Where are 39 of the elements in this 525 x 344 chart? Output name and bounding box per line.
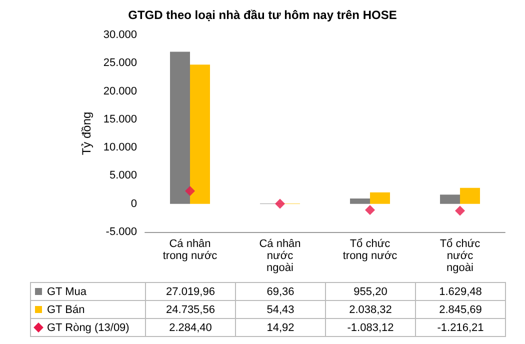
data-label: 54,43 — [236, 300, 326, 318]
y-axis-title: Tỷ đồng — [79, 112, 94, 156]
y-tick-label: -5.000 — [106, 226, 137, 238]
chart-title: GTGD theo loại nhà đầu tư hôm nay trên HOSE — [128, 8, 397, 22]
legend-label: GT Ròng (13/09) — [30, 318, 146, 336]
y-tick-label: 20.000 — [103, 85, 137, 98]
bar — [170, 52, 190, 204]
point — [365, 204, 375, 215]
y-tick-label: 25.000 — [103, 57, 137, 70]
bar — [190, 64, 210, 204]
x-tick-label: Cá nhân nước ngoài — [259, 238, 301, 274]
data-label: 2.284,40 — [146, 318, 236, 336]
bar — [460, 188, 480, 204]
data-label: 24.735,56 — [146, 300, 236, 318]
bar — [370, 192, 390, 204]
bar — [350, 198, 370, 204]
bar — [440, 194, 460, 204]
data-label: 1.629,48 — [416, 282, 506, 300]
point — [275, 198, 285, 209]
x-tick-label: Tổ chức nước ngoài — [440, 238, 481, 274]
point — [185, 186, 195, 196]
data-label: 14,92 — [236, 318, 326, 336]
x-tick-label: Cá nhân trong nước — [162, 238, 218, 262]
data-label: 27.019,96 — [146, 282, 236, 300]
data-label: 69,36 — [236, 282, 326, 300]
data-label: -1.083,12 — [326, 318, 416, 336]
point — [455, 206, 465, 216]
data-label: 2.038,32 — [326, 300, 416, 318]
legend-label: GT Mua — [30, 282, 146, 300]
y-tick-label: 10.000 — [103, 142, 137, 154]
data-label: 2.845,69 — [416, 300, 506, 318]
y-tick-label: 5.000 — [109, 170, 137, 182]
legend-label: GT Bán — [30, 300, 146, 318]
y-tick-label: 30.000 — [103, 29, 137, 41]
y-tick-label: 15.000 — [103, 113, 137, 126]
data-label: -1.216,21 — [416, 318, 506, 336]
y-tick-label: 0 — [130, 198, 137, 210]
x-tick-label: Tổ chức trong nước — [342, 238, 398, 262]
data-label: 955,20 — [326, 282, 416, 300]
